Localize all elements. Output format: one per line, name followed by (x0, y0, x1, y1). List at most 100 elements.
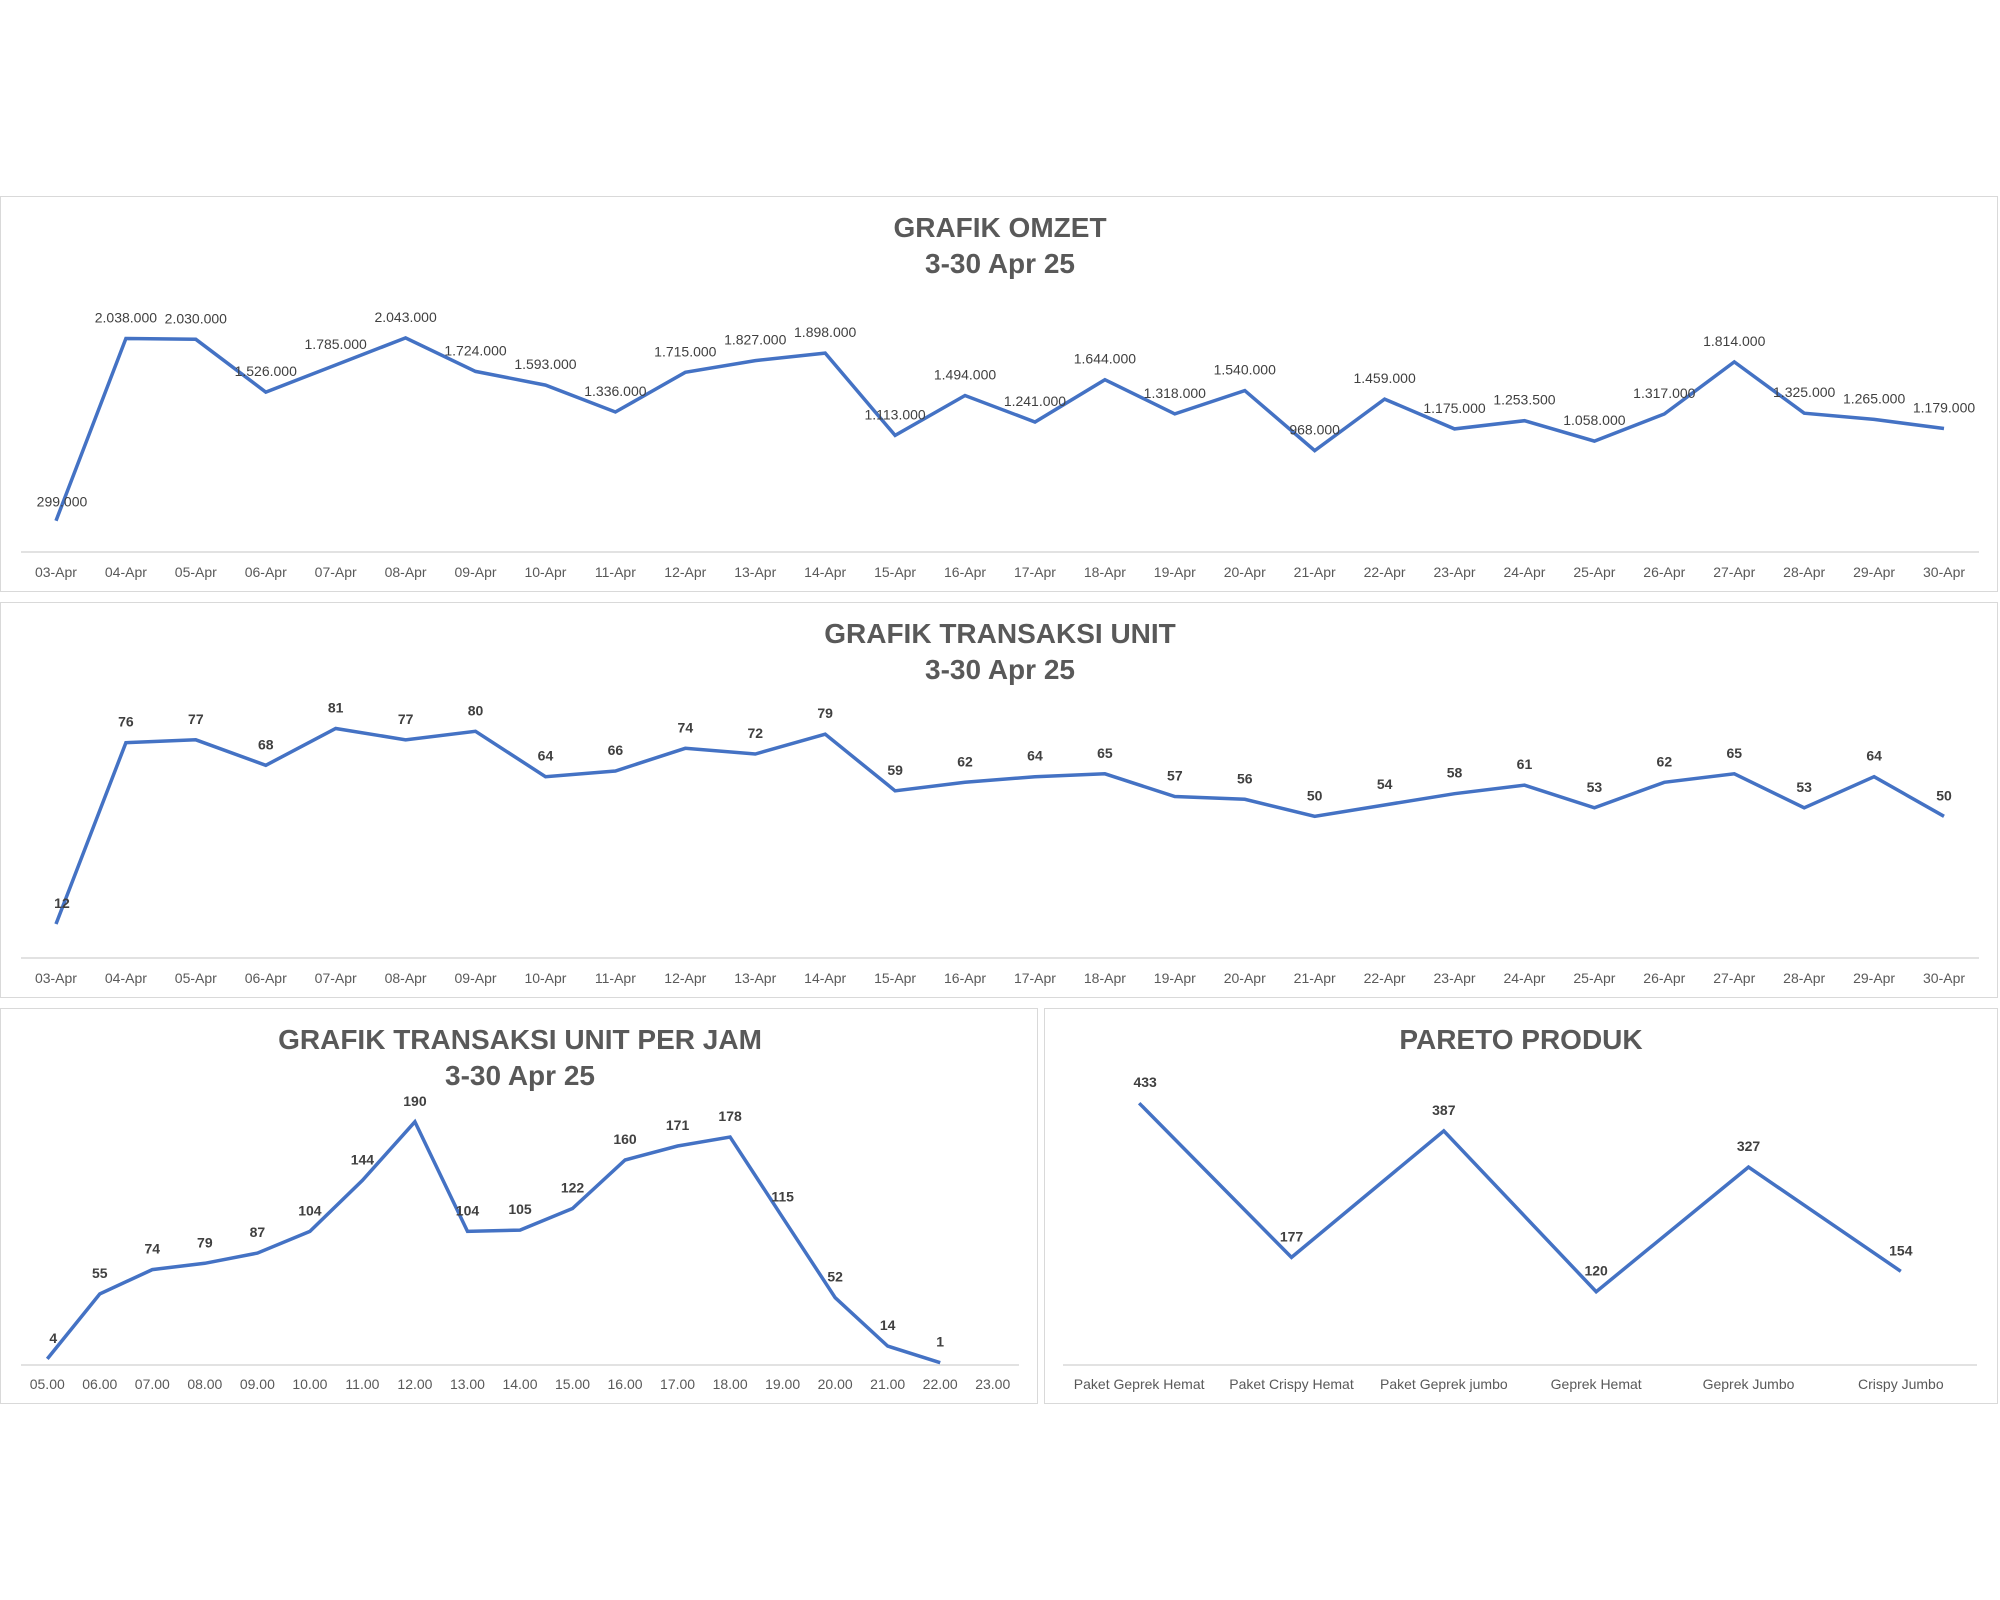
x-tick-label: 05-Apr (175, 564, 217, 580)
transaksi-unit-chart-panel: GRAFIK TRANSAKSI UNIT 3-30 Apr 25 03-Apr 04… (0, 602, 1998, 998)
data-label: 53 (1796, 779, 1812, 795)
data-label: 12 (54, 895, 70, 911)
x-tick-label: Paket Geprek Hemat (1074, 1376, 1205, 1392)
data-label: 74 (678, 719, 694, 735)
data-label: 1.785.000 (305, 336, 367, 352)
x-tick-label: 26-Apr (1643, 564, 1685, 580)
x-tick-label: 30-Apr (1923, 564, 1965, 580)
data-label: 2.038.000 (95, 309, 157, 325)
data-label: 77 (188, 711, 204, 727)
omzet-chart: GRAFIK OMZET 3-30 Apr 25 03-Apr 04-Apr 05-Ap… (21, 212, 1979, 580)
data-label: 79 (817, 705, 833, 721)
x-tick-label: 17-Apr (1014, 564, 1056, 580)
x-tick-label: 24-Apr (1503, 970, 1545, 986)
x-tick-label: 05.00 (30, 1376, 65, 1392)
x-tick-label: 15-Apr (874, 564, 916, 580)
x-tick-label: Geprek Hemat (1551, 1376, 1642, 1392)
data-label: 64 (1027, 748, 1043, 764)
data-label: 1.325.000 (1773, 384, 1835, 400)
data-label: 54 (1377, 776, 1393, 792)
data-label: 62 (1657, 753, 1673, 769)
x-tick-label: 21-Apr (1294, 970, 1336, 986)
x-tick-label: 20.00 (818, 1376, 853, 1392)
transaksi-per-jam-chart: GRAFIK TRANSAKSI UNIT PER JAM 3-30 Apr 25… (21, 1024, 1019, 1392)
chart-title: PARETO PRODUK (1399, 1024, 1642, 1055)
x-tick-label: 24-Apr (1503, 564, 1545, 580)
x-tick-label: 13.00 (450, 1376, 485, 1392)
x-tick-label: 21-Apr (1294, 564, 1336, 580)
x-tick-label: 10.00 (292, 1376, 327, 1392)
x-tick-label: 17.00 (660, 1376, 695, 1392)
series-line (54, 335, 1945, 522)
x-tick-label: 09-Apr (455, 970, 497, 986)
data-label: 1.459.000 (1353, 370, 1415, 386)
x-tick-label: 16-Apr (944, 564, 986, 580)
chart-subtitle: 3-30 Apr 25 (925, 248, 1075, 279)
data-label: 120 (1584, 1263, 1608, 1279)
data-label: 1.113.000 (864, 406, 925, 422)
data-label: 1.715.000 (654, 343, 716, 359)
data-label: 65 (1097, 745, 1113, 761)
data-label: 1 (936, 1334, 944, 1350)
data-label: 1.814.000 (1703, 333, 1765, 349)
data-label: 64 (1866, 748, 1882, 764)
data-label: 1.593.000 (514, 356, 576, 372)
data-label: 299.000 (37, 494, 88, 510)
chart-subtitle: 3-30 Apr 25 (925, 654, 1075, 685)
x-tick-label: 23.00 (975, 1376, 1010, 1392)
data-label: 144 (351, 1151, 375, 1167)
x-tick-label: 11-Apr (595, 564, 636, 580)
x-tick-label: 05-Apr (175, 970, 217, 986)
omzet-chart-panel: GRAFIK OMZET 3-30 Apr 25 03-Apr 04-Apr 05-Ap… (0, 196, 1998, 592)
data-label: 387 (1432, 1102, 1456, 1118)
data-label: 1.253.500 (1493, 392, 1555, 408)
x-tick-label: 19-Apr (1154, 564, 1196, 580)
data-label: 50 (1307, 787, 1323, 803)
data-label: 62 (957, 753, 973, 769)
data-label: 74 (145, 1241, 161, 1257)
x-tick-label: 28-Apr (1783, 970, 1825, 986)
data-label: 171 (666, 1117, 690, 1133)
data-label: 72 (747, 725, 763, 741)
data-label: 115 (771, 1188, 794, 1204)
x-tick-label: Crispy Jumbo (1858, 1376, 1944, 1392)
x-tick-label: 19.00 (765, 1376, 800, 1392)
x-tick-label: 09.00 (240, 1376, 275, 1392)
series-line (1137, 1101, 1902, 1295)
data-label: 433 (1133, 1074, 1157, 1090)
transaksi-unit-chart: GRAFIK TRANSAKSI UNIT 3-30 Apr 25 03-Apr 04… (21, 618, 1979, 986)
series-line (54, 726, 1945, 925)
x-tick-label: 23-Apr (1434, 564, 1476, 580)
data-label: 77 (398, 711, 414, 727)
x-tick-label: 06-Apr (245, 970, 287, 986)
x-tick-label: 20-Apr (1224, 564, 1266, 580)
transaksi-per-jam-chart-panel: GRAFIK TRANSAKSI UNIT PER JAM 3-30 Apr 25… (0, 1008, 1038, 1404)
x-tick-label: 12-Apr (664, 970, 706, 986)
x-tick-label: 16.00 (608, 1376, 643, 1392)
x-tick-label: 13-Apr (734, 564, 776, 580)
x-tick-label: 18.00 (713, 1376, 748, 1392)
x-tick-label: 13-Apr (734, 970, 776, 986)
data-label: 81 (328, 700, 344, 716)
data-label: 66 (608, 742, 624, 758)
data-label: 68 (258, 736, 274, 752)
x-tick-label: 07-Apr (315, 970, 357, 986)
chart-subtitle: 3-30 Apr 25 (445, 1060, 595, 1091)
x-tick-label: 08-Apr (385, 564, 427, 580)
data-label: 1.827.000 (724, 332, 786, 348)
data-label: 154 (1889, 1242, 1913, 1258)
x-tick-label: 03-Apr (35, 564, 77, 580)
data-label: 87 (250, 1224, 266, 1240)
x-tick-label: 20-Apr (1224, 970, 1266, 986)
x-tick-label: 09-Apr (455, 564, 497, 580)
data-label: 50 (1936, 787, 1952, 803)
data-label: 80 (468, 702, 484, 718)
series-line (45, 1118, 941, 1365)
x-tick-label: 18-Apr (1084, 970, 1126, 986)
x-tick-label: 19-Apr (1154, 970, 1196, 986)
data-label: 2.043.000 (374, 309, 436, 325)
pareto-produk-chart: PARETO PRODUK Paket Geprek Hemat Paket Cri… (1063, 1024, 1977, 1392)
x-tick-label: 11-Apr (595, 970, 636, 986)
data-label: 2.030.000 (165, 310, 227, 326)
data-label: 1.724.000 (444, 342, 506, 358)
